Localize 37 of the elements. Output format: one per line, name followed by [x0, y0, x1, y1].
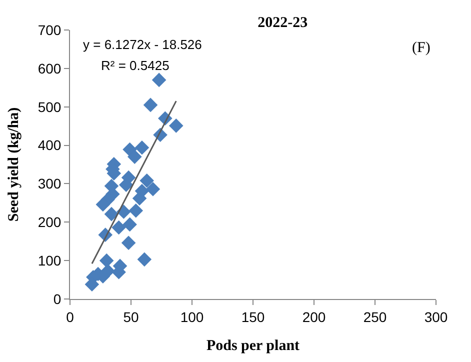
y-tick-label: 400 [38, 137, 62, 154]
point [112, 220, 126, 235]
point [132, 191, 147, 206]
y-tick-label: 200 [38, 214, 62, 230]
x-tick-label: 0 [66, 308, 74, 325]
y-tick-label: 500 [38, 98, 62, 115]
annotation: (F) [412, 40, 430, 56]
point [140, 173, 154, 188]
x-tick-label: 250 [363, 308, 387, 325]
x-axis-title: Pods per plant [206, 338, 300, 354]
point [168, 118, 184, 133]
x-tick-label: 200 [302, 308, 326, 325]
point [104, 206, 119, 222]
x-tick-label: 150 [241, 308, 265, 325]
point [128, 150, 142, 164]
point [96, 197, 110, 212]
y-axis-title: Seed yield (kg/ha) [6, 107, 22, 222]
x-tick-label: 50 [123, 308, 139, 325]
y-tick-label: 0 [53, 290, 62, 307]
point [137, 252, 152, 267]
annotation: R² = 0.5425 [101, 58, 170, 73]
point [134, 140, 150, 155]
point [146, 182, 160, 196]
point [122, 217, 137, 232]
y-tick-label: 100 [38, 252, 62, 268]
point [99, 253, 114, 268]
y-tick-label: 600 [38, 60, 62, 76]
point [128, 203, 144, 218]
point [143, 98, 158, 112]
chart-title: 2022-23 [258, 14, 308, 31]
y-tick-label: 300 [38, 176, 62, 192]
x-tick-label: 100 [180, 308, 204, 325]
y-tick-label: 700 [38, 22, 62, 38]
x-tick-label: 300 [424, 308, 448, 325]
point [152, 72, 166, 88]
point [121, 236, 136, 250]
annotation: y = 6.1272x - 18.526 [83, 37, 202, 52]
